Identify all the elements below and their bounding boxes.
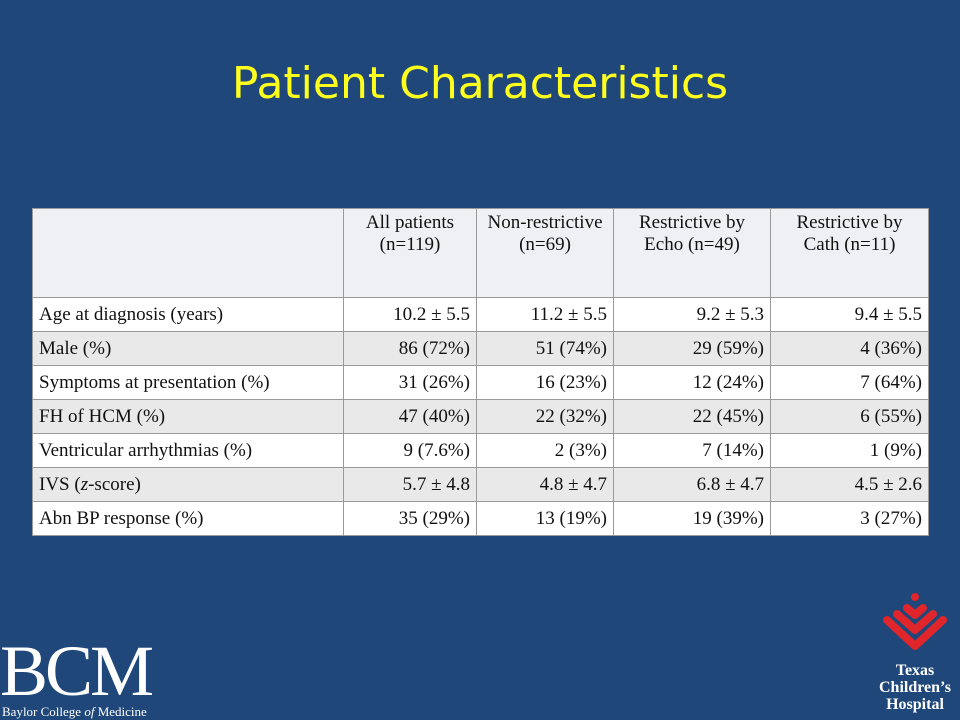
texas-childrens-emblem-icon — [883, 593, 947, 650]
table-cell: 6.8 ± 4.7 — [613, 467, 771, 502]
table-header-row: All patients (n=119) Non-restrictive (n=… — [32, 208, 929, 298]
table-cell: 19 (39%) — [613, 501, 771, 536]
table-cell: 35 (29%) — [343, 501, 477, 536]
table-cell: 22 (32%) — [476, 399, 614, 434]
row-label: IVS (z-score) — [32, 467, 344, 502]
tch-line-3: Hospital — [886, 696, 944, 713]
table-cell: 9 (7.6%) — [343, 433, 477, 468]
header-cell-non-restrictive: Non-restrictive (n=69) — [476, 208, 614, 298]
table-cell: 12 (24%) — [613, 365, 771, 400]
table-cell: 6 (55%) — [770, 399, 929, 434]
texas-childrens-logo: Texas Children’s Hospital — [870, 590, 960, 720]
table-cell: 31 (26%) — [343, 365, 477, 400]
table-cell: 3 (27%) — [770, 501, 929, 536]
row-label: Abn BP response (%) — [32, 501, 344, 536]
patient-characteristics-table: All patients (n=119) Non-restrictive (n=… — [32, 208, 929, 536]
table-cell: 10.2 ± 5.5 — [343, 297, 477, 332]
bcm-logo-caption: Baylor College of Medicine — [2, 704, 147, 720]
header-cell-restrictive-echo: Restrictive by Echo (n=49) — [613, 208, 771, 298]
row-label: FH of HCM (%) — [32, 399, 344, 434]
table-cell: 13 (19%) — [476, 501, 614, 536]
row-label-italic: z — [80, 473, 89, 495]
table-cell: 5.7 ± 4.8 — [343, 467, 477, 502]
row-label: Male (%) — [32, 331, 344, 366]
bcm-logo: BCM Baylor College of Medicine — [0, 631, 170, 720]
table-row: Ventricular arrhythmias (%) 9 (7.6%) 2 (… — [32, 433, 929, 468]
row-label: Symptoms at presentation (%) — [32, 365, 344, 400]
table-row: IVS (z-score) 5.7 ± 4.8 4.8 ± 4.7 6.8 ± … — [32, 467, 929, 502]
table-cell: 7 (64%) — [770, 365, 929, 400]
table-cell: 29 (59%) — [613, 331, 771, 366]
table-cell: 1 (9%) — [770, 433, 929, 468]
table-cell: 51 (74%) — [476, 331, 614, 366]
table-cell: 4.5 ± 2.6 — [770, 467, 929, 502]
table-cell: 9.4 ± 5.5 — [770, 297, 929, 332]
table-cell: 4.8 ± 4.7 — [476, 467, 614, 502]
bcm-caption-italic: of — [84, 704, 95, 719]
row-label: Ventricular arrhythmias (%) — [32, 433, 344, 468]
table-row: Male (%) 86 (72%) 51 (74%) 29 (59%) 4 (3… — [32, 331, 929, 366]
table-cell: 22 (45%) — [613, 399, 771, 434]
table-cell: 47 (40%) — [343, 399, 477, 434]
table-cell: 16 (23%) — [476, 365, 614, 400]
slide-title: Patient Characteristics — [231, 58, 729, 109]
table-row: Symptoms at presentation (%) 31 (26%) 16… — [32, 365, 929, 400]
row-label: Age at diagnosis (years) — [32, 297, 344, 332]
bcm-caption-prefix: Baylor College — [2, 704, 85, 719]
header-cell-all-patients: All patients (n=119) — [343, 208, 477, 298]
header-cell-restrictive-cath: Restrictive by Cath (n=11) — [770, 208, 929, 298]
table-cell: 86 (72%) — [343, 331, 477, 366]
texas-childrens-name: Texas Children’s Hospital — [870, 662, 960, 713]
table-cell: 7 (14%) — [613, 433, 771, 468]
table-row: FH of HCM (%) 47 (40%) 22 (32%) 22 (45%)… — [32, 399, 929, 434]
tch-line-2: Children’s — [878, 679, 951, 696]
table-cell: 2 (3%) — [476, 433, 614, 468]
table-cell: 11.2 ± 5.5 — [476, 297, 614, 332]
tch-line-1: Texas — [895, 662, 935, 679]
bcm-logo-letters: BCM — [0, 631, 154, 711]
table-cell: 4 (36%) — [770, 331, 929, 366]
row-label-prefix: IVS ( — [39, 473, 81, 495]
table-row: Abn BP response (%) 35 (29%) 13 (19%) 19… — [32, 501, 929, 536]
bcm-caption-suffix: Medicine — [94, 704, 147, 719]
table-row: Age at diagnosis (years) 10.2 ± 5.5 11.2… — [32, 297, 929, 332]
row-label-suffix: -score) — [88, 473, 141, 495]
header-cell-empty — [32, 208, 344, 298]
table-cell: 9.2 ± 5.3 — [613, 297, 771, 332]
